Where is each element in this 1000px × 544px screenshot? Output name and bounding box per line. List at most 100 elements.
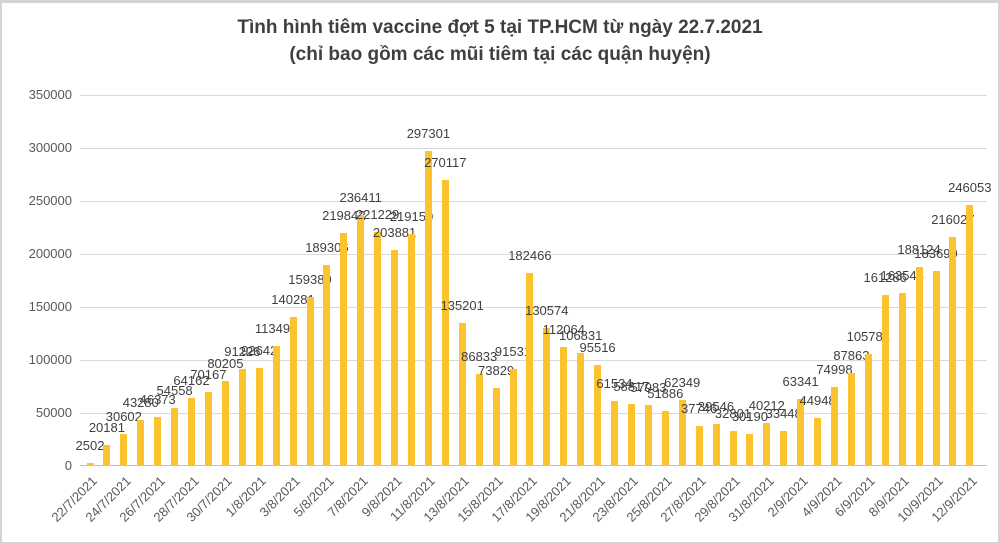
bar[interactable]: [509, 369, 517, 466]
bar[interactable]: [695, 426, 703, 466]
bar[interactable]: [492, 387, 500, 466]
bar-value-label: 74998: [816, 361, 853, 377]
y-axis-tick-label: 300000: [28, 140, 72, 155]
bar[interactable]: [188, 398, 195, 466]
bar[interactable]: [424, 150, 432, 466]
bar[interactable]: [120, 433, 128, 466]
bar-value-label: 73829: [478, 362, 515, 378]
gridline: [80, 307, 987, 308]
bar[interactable]: [238, 369, 246, 466]
bar[interactable]: [644, 404, 652, 466]
gridline: [80, 95, 987, 96]
bar[interactable]: [797, 398, 805, 466]
bar-value-label: 203881: [372, 224, 417, 240]
bar[interactable]: [966, 205, 974, 466]
bar[interactable]: [560, 347, 568, 466]
bar[interactable]: [577, 352, 585, 466]
y-axis-tick-label: 350000: [28, 87, 72, 102]
bar[interactable]: [881, 295, 889, 466]
y-axis-tick-label: 150000: [28, 299, 72, 314]
bar[interactable]: [221, 381, 229, 466]
bar[interactable]: [864, 353, 872, 466]
bar[interactable]: [306, 297, 314, 466]
gridline: [80, 360, 987, 361]
bar[interactable]: [915, 266, 923, 466]
bar-value-label: 46373: [139, 391, 176, 407]
bar[interactable]: [408, 233, 415, 466]
bar[interactable]: [475, 374, 483, 466]
bar[interactable]: [847, 372, 855, 466]
bar-value-label: 140281: [271, 292, 315, 308]
bar[interactable]: [137, 420, 145, 466]
bar-value-label: 163548: [880, 267, 924, 283]
bar[interactable]: [780, 430, 788, 466]
bar[interactable]: [357, 215, 365, 466]
bar-value-label: 92642: [241, 342, 278, 358]
bar[interactable]: [611, 400, 618, 466]
bar-value-label: 32801: [714, 406, 752, 422]
bar-value-label: 236411: [339, 190, 382, 206]
bar[interactable]: [323, 265, 331, 466]
bar[interactable]: [661, 411, 669, 466]
bar[interactable]: [255, 367, 263, 466]
bar-value-label: 219150: [389, 208, 434, 224]
bar-value-label: 106831: [558, 327, 603, 343]
bar-value-label: 189306: [305, 240, 349, 256]
bar-value-label: 183699: [914, 246, 958, 262]
bar-value-label: 40212: [748, 398, 785, 414]
bar[interactable]: [441, 179, 449, 466]
bar-value-label: 182466: [508, 247, 552, 263]
bar[interactable]: [374, 231, 382, 466]
bar[interactable]: [204, 391, 212, 466]
chart-subtitle: (chỉ bao gồm các mũi tiêm tại các quận h…: [289, 44, 711, 65]
bar[interactable]: [746, 434, 754, 466]
bar-value-label: 2502: [75, 438, 105, 454]
bar[interactable]: [458, 322, 466, 466]
bar[interactable]: [543, 327, 551, 466]
bar[interactable]: [712, 424, 720, 466]
bar-value-label: 30190: [731, 409, 768, 424]
bar[interactable]: [932, 271, 940, 466]
bar-value-label: 80205: [207, 356, 244, 371]
chart-title: Tình hình tiêm vaccine đợt 5 tại TP.HCM …: [237, 17, 763, 38]
bar[interactable]: [103, 444, 111, 466]
bar[interactable]: [831, 386, 838, 466]
bar[interactable]: [763, 423, 771, 466]
bar-value-label: 54558: [156, 383, 193, 399]
bar[interactable]: [949, 237, 957, 466]
gridline: [80, 148, 987, 149]
bar[interactable]: [729, 431, 737, 466]
bar[interactable]: [627, 403, 635, 466]
bar[interactable]: [340, 233, 348, 466]
bar-value-label: 221229: [355, 206, 400, 222]
y-axis-tick-label: 100000: [28, 352, 72, 367]
bar[interactable]: [289, 317, 297, 466]
bar-value-label: 87863: [833, 347, 870, 363]
bar-value-label: 135201: [440, 297, 484, 313]
gridline: [80, 413, 987, 414]
bar-value-label: 51886: [647, 386, 684, 401]
bar-value-label: 112064: [542, 322, 585, 338]
bar[interactable]: [86, 463, 94, 466]
bar[interactable]: [154, 416, 162, 466]
bar[interactable]: [391, 249, 399, 466]
bar[interactable]: [898, 292, 906, 466]
bar-value-label: 188124: [897, 241, 941, 257]
bar-value-label: 216027: [931, 212, 975, 227]
bar-value-label: 62349: [664, 374, 701, 390]
bar-value-label: 43280: [122, 395, 159, 411]
bar[interactable]: [594, 364, 602, 466]
bar[interactable]: [526, 272, 534, 466]
bar-value-label: 20181: [88, 419, 125, 435]
bar[interactable]: [814, 418, 822, 466]
bar-value-label: 95516: [579, 339, 616, 355]
bar-value-label: 297301: [406, 125, 451, 141]
bar[interactable]: [272, 345, 280, 466]
bar-value-label: 161286: [863, 270, 907, 285]
bar[interactable]: [678, 399, 686, 466]
bar-value-label: 44948: [799, 393, 836, 409]
bar-value-label: 39546: [697, 399, 735, 415]
bar-value-label: 113495: [254, 320, 298, 336]
y-axis-tick-label: 200000: [28, 246, 72, 261]
bar[interactable]: [171, 408, 179, 466]
